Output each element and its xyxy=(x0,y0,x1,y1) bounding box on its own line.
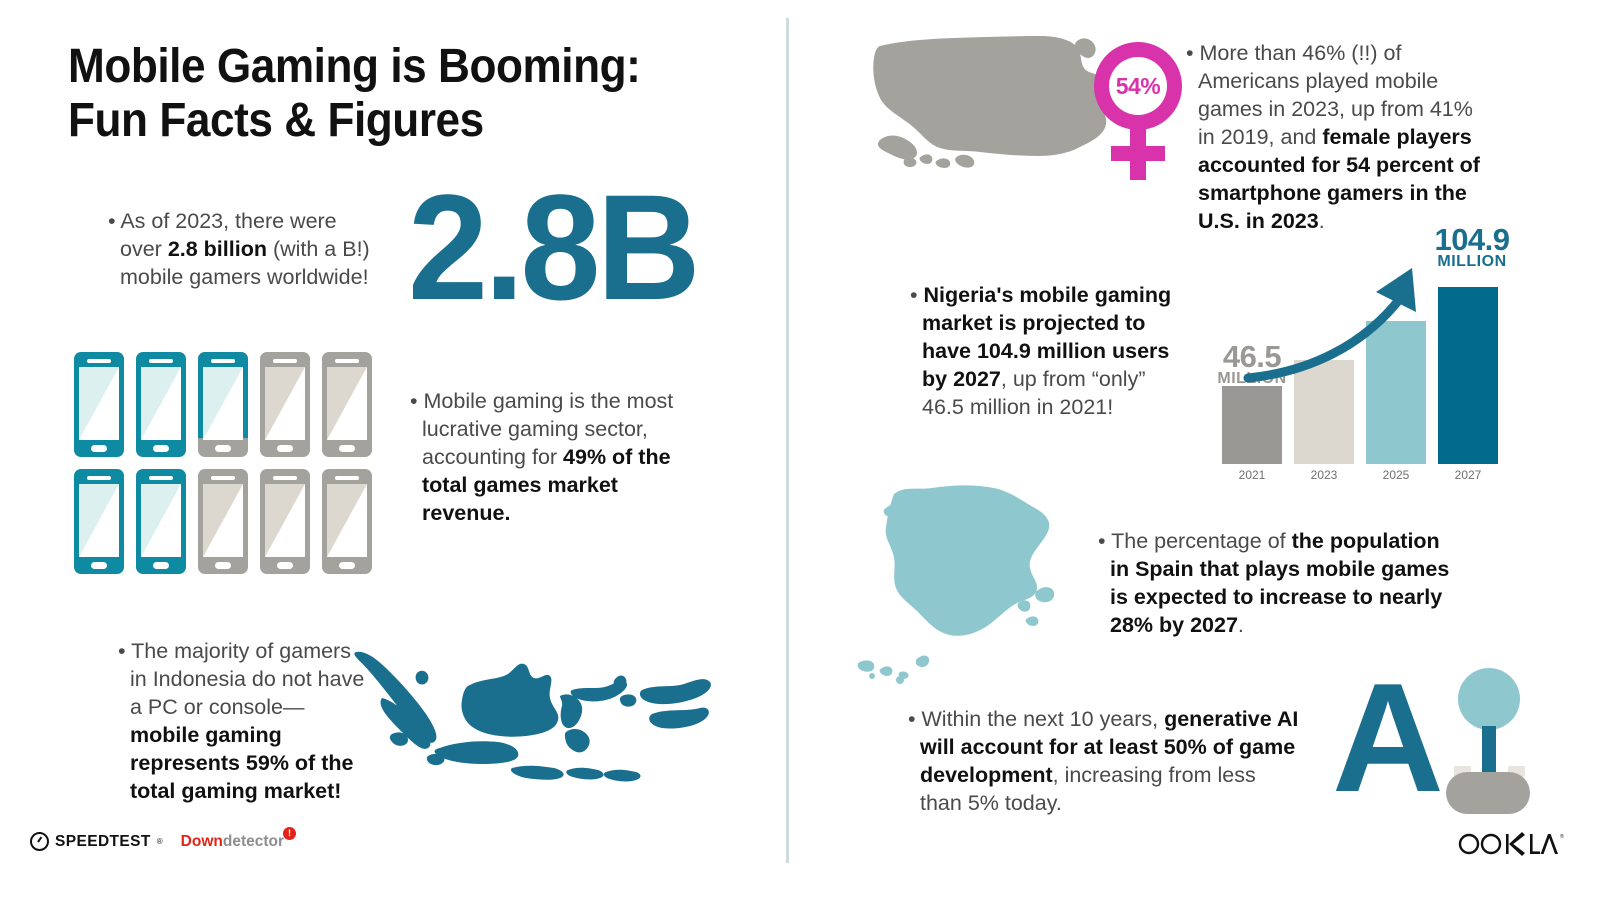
fact-ai: • Within the next 10 years, generative A… xyxy=(908,706,1300,818)
fact-nigeria-text1: , up from “only” 46.5 million in 2021! xyxy=(922,366,1146,419)
joystick-base-icon xyxy=(1446,772,1530,814)
phone-icon-filled xyxy=(74,469,124,574)
phone-icon-empty xyxy=(260,469,310,574)
chart-label-2021-unit: MILLION xyxy=(1217,369,1287,387)
bar-2021 xyxy=(1222,386,1282,464)
bullet-marker: • xyxy=(910,283,918,307)
column-divider xyxy=(786,18,789,863)
phone-grid-49-percent xyxy=(74,352,384,586)
page-title: Mobile Gaming is Booming: Fun Facts & Fi… xyxy=(68,40,712,148)
fact-indonesia-text1: The majority of gamers in Indonesia do n… xyxy=(125,639,365,719)
fact-usa: • More than 46% (!!) of Americans played… xyxy=(1186,40,1488,236)
downdetector-logo[interactable]: Downdetector ! xyxy=(180,826,297,851)
bullet-marker: • xyxy=(908,707,916,731)
fact-usa-bold1: female players accounted for 54 percent … xyxy=(1198,124,1480,233)
phone-grid-row xyxy=(74,469,384,574)
fact-nigeria-bold1: Nigeria's mobile gaming market is projec… xyxy=(917,283,1172,391)
fact-spain-bold1: the population in Spain that plays mobil… xyxy=(1110,529,1450,637)
phone-icon-empty xyxy=(198,469,248,574)
usa-map-icon xyxy=(862,28,1162,208)
speedometer-icon xyxy=(30,832,49,851)
bullet-marker: • xyxy=(108,209,116,233)
nigeria-users-bar-chart: 46.5 MILLION 104.9 MILLION 2021 2023 202… xyxy=(1214,224,1510,490)
spain-map-icon xyxy=(842,472,1082,684)
female-symbol-icon: 54% xyxy=(1086,42,1190,182)
ookla-logo[interactable]: ® xyxy=(1456,828,1564,858)
chart-x-axis: 2021 2023 2025 2027 xyxy=(1216,468,1506,490)
ai-letter-a: A xyxy=(1332,651,1444,824)
chart-xtick-2025: 2025 xyxy=(1382,468,1410,482)
bar-2027 xyxy=(1438,287,1498,464)
downdetector-wordmark-down: Down xyxy=(180,832,223,850)
big-number-2-8b: 2.8B xyxy=(408,163,701,331)
fact-usa-text1: More than 46% (!!) of Americans played m… xyxy=(1193,41,1473,149)
fact-ai-text1: Within the next 10 years, xyxy=(915,707,1165,731)
downdetector-wordmark-detector: detector xyxy=(222,832,285,850)
phone-icon-filled xyxy=(136,469,186,574)
fact-gamers-bold1: 2.8 billion xyxy=(167,236,267,261)
phone-icon-filled xyxy=(136,352,186,457)
fact-ai-text2: , increasing from less than 5% today. xyxy=(920,762,1256,815)
chart-label-2027: 104.9 MILLION xyxy=(1428,222,1516,270)
fact-revenue-bold1: 49% of the total games market revenue. xyxy=(422,444,671,525)
bar-2023 xyxy=(1294,360,1354,464)
chart-label-2021: 46.5 MILLION xyxy=(1214,339,1290,387)
fact-usa-text2: . xyxy=(1318,208,1325,233)
joystick-ball-icon xyxy=(1458,668,1520,730)
page-title-line1: Mobile Gaming is Booming: xyxy=(68,40,641,93)
speedtest-registered-mark: ® xyxy=(156,837,163,846)
joystick-button-left-icon xyxy=(1454,766,1471,777)
fact-ai-bold1: generative AI will account for at least … xyxy=(920,707,1299,787)
female-symbol-inner-circle: 54% xyxy=(1109,57,1167,115)
chart-xtick-2027: 2027 xyxy=(1454,468,1482,482)
fact-indonesia-bold1: mobile gaming represents 59% of the tota… xyxy=(130,722,354,803)
phone-icon-partial xyxy=(198,352,248,457)
bullet-marker: • xyxy=(1186,41,1194,65)
fact-gamers: • As of 2023, there were over 2.8 billio… xyxy=(108,208,380,292)
fact-revenue: • Mobile gaming is the most lucrative ga… xyxy=(410,388,678,528)
bullet-marker: • xyxy=(410,389,418,413)
chart-label-2027-unit: MILLION xyxy=(1437,252,1507,270)
fact-revenue-text1: Mobile gaming is the most lucrative gami… xyxy=(417,389,674,469)
footer-logos: SPEEDTEST ® Downdetector ! xyxy=(30,826,297,851)
phone-icon-empty xyxy=(260,352,310,457)
phone-icon-empty xyxy=(322,352,372,457)
chart-label-2027-value: 104.9 xyxy=(1434,222,1510,257)
bar-2025 xyxy=(1366,321,1426,464)
phone-grid-row xyxy=(74,352,384,457)
speedtest-wordmark: SPEEDTEST xyxy=(55,832,151,850)
fact-indonesia: • The majority of gamers in Indonesia do… xyxy=(118,638,366,806)
joystick-button-right-icon xyxy=(1508,766,1525,777)
fact-nigeria: • Nigeria's mobile gaming market is proj… xyxy=(910,282,1176,422)
fact-gamers-text1: As of 2023, there were over xyxy=(115,209,337,261)
fact-gamers-text2: (with a B!) mobile gamers worldwide! xyxy=(120,236,370,289)
phone-icon-empty xyxy=(322,469,372,574)
speedtest-logo[interactable]: SPEEDTEST ® xyxy=(30,832,163,851)
svg-text:®: ® xyxy=(1560,833,1564,840)
indonesia-map-icon xyxy=(322,638,712,793)
fact-spain: • The percentage of the population in Sp… xyxy=(1098,528,1460,640)
chart-xtick-2021: 2021 xyxy=(1238,468,1266,482)
bullet-marker: • xyxy=(1098,529,1106,553)
alert-badge-icon: ! xyxy=(283,826,297,840)
bullet-marker: • xyxy=(118,639,126,663)
female-symbol-cross xyxy=(1111,146,1165,161)
phone-icon-filled xyxy=(74,352,124,457)
ai-joystick-graphic: A xyxy=(1332,642,1530,824)
chart-xtick-2023: 2023 xyxy=(1310,468,1338,482)
chart-label-2021-value: 46.5 xyxy=(1222,339,1282,374)
fact-spain-text2: . xyxy=(1237,612,1244,637)
fact-spain-text1: The percentage of xyxy=(1105,529,1292,553)
page-title-line2: Fun Facts & Figures xyxy=(68,94,484,148)
female-percentage-label: 54% xyxy=(1115,72,1161,99)
female-symbol-circle: 54% xyxy=(1094,42,1182,130)
